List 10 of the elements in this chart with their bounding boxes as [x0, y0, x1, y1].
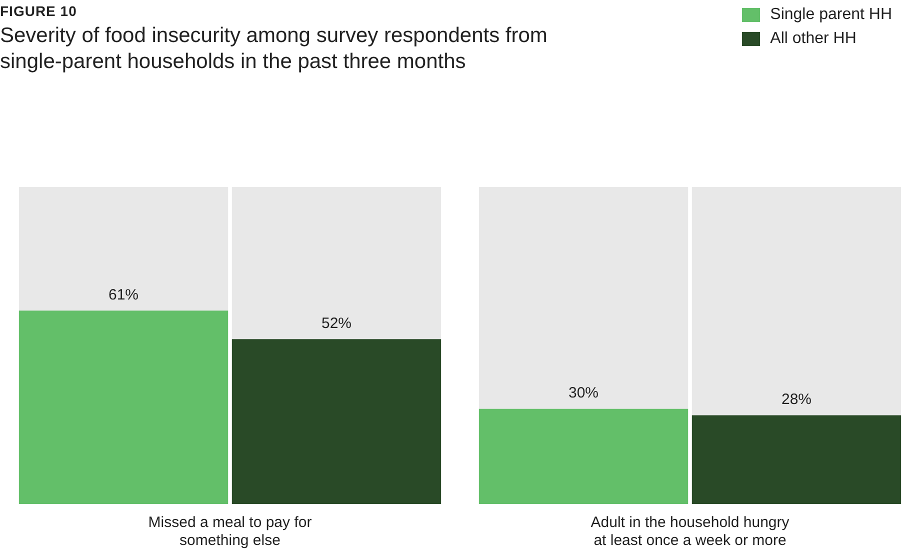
x-tick-label: Missed a meal to pay for something else — [148, 514, 312, 550]
data-label: 52% — [321, 314, 352, 332]
chart-subtitle: FIGURE 10 — [0, 3, 78, 19]
legend-label: Single parent HH — [770, 6, 892, 24]
data-label: 28% — [781, 390, 812, 408]
x-tick-label: Adult in the household hungry at least once a week or more — [590, 514, 790, 550]
data-label: 61% — [108, 286, 139, 304]
chart-title: Severity of food insecurity among survey respondents from single-parent households in the past three months — [0, 23, 548, 75]
legend-label: All other HH — [770, 30, 856, 48]
data-label: 30% — [568, 384, 599, 402]
